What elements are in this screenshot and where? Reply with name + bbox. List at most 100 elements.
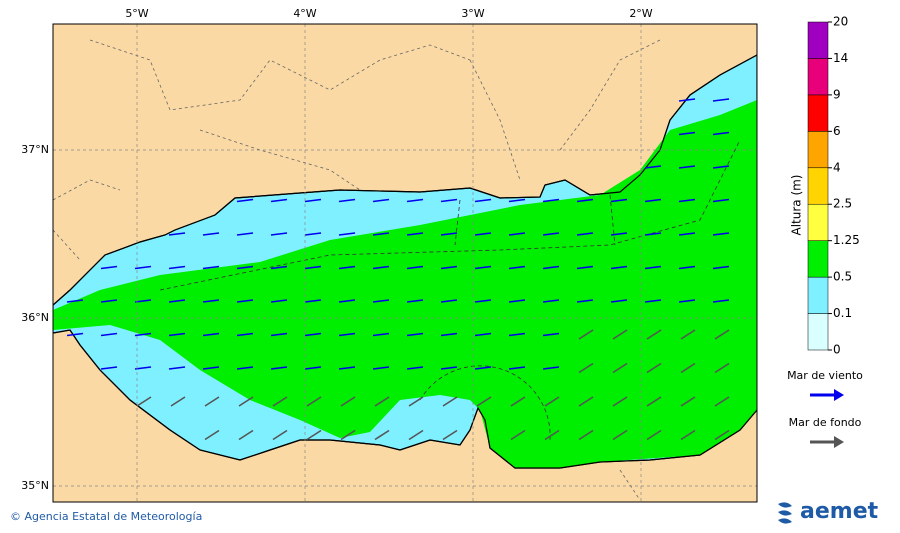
wave-arrow (712, 232, 730, 236)
wave-arrow (576, 232, 594, 236)
wave-arrow (644, 265, 662, 270)
wave-arrow (440, 299, 458, 303)
wave-arrow (678, 198, 696, 203)
wave-arrow (306, 396, 322, 407)
lat-label: 35°N (21, 479, 49, 492)
wave-arrow (406, 198, 424, 203)
lon-label: 3°W (461, 7, 484, 20)
wave-arrow (236, 299, 254, 303)
wave-arrow (372, 366, 390, 370)
map-frame (52, 23, 758, 503)
wave-arrow (508, 332, 526, 337)
wave-arrow (66, 299, 84, 303)
wave-arrow (542, 232, 560, 236)
wave-arrow (338, 232, 356, 236)
colorbar-band (807, 240, 829, 278)
colorbar-band (807, 167, 829, 205)
wave-arrow (644, 299, 662, 303)
colorbar-tick-label: 9 (833, 87, 841, 101)
wave-arrow (678, 165, 696, 169)
wave-arrow (510, 396, 526, 407)
wave-arrow (612, 429, 628, 441)
wave-arrow (202, 265, 220, 270)
wave-arrow (374, 429, 390, 441)
wave-arrow (304, 265, 322, 270)
wave-arrow (646, 429, 662, 441)
legend-label: Mar de viento (787, 369, 863, 382)
wave-arrow (508, 299, 526, 303)
wave-arrow (508, 366, 526, 370)
colorbar-band (807, 276, 829, 314)
map (53, 24, 757, 502)
wave-arrow (270, 366, 288, 370)
wave-arrow (168, 265, 186, 270)
wave-arrow (714, 429, 730, 441)
wave-arrow (508, 265, 526, 270)
wave-arrow (168, 366, 186, 370)
wave-arrow (372, 299, 390, 303)
wave-arrow (542, 299, 560, 303)
wave-arrow (100, 299, 118, 303)
wave-arrow (612, 362, 628, 374)
wave-arrow (678, 299, 696, 303)
colorbar-tick-label: 0.5 (833, 270, 852, 284)
axis-labels: 5°W 4°W 3°W 2°W 37°N 36°N 35°N (21, 7, 653, 492)
wave-arrow (204, 429, 220, 441)
wave-arrow (474, 232, 492, 236)
wave-arrow (236, 332, 254, 337)
wave-arrow (712, 131, 730, 136)
logo-icon (778, 502, 792, 524)
footer: © Agencia Estatal de Meteorología (10, 510, 202, 523)
wave-arrow (238, 429, 254, 441)
wave-arrow (270, 299, 288, 303)
wave-arrow (406, 332, 424, 337)
colorbar-band (807, 94, 829, 132)
wave-arrow (372, 332, 390, 337)
colorbar-band (807, 131, 829, 169)
wave-arrow (610, 198, 628, 203)
wave-arrow (644, 198, 662, 203)
wave-arrow (474, 332, 492, 337)
wave-arrow (542, 332, 560, 337)
wave-arrow (576, 198, 594, 203)
lat-label: 37°N (21, 143, 49, 156)
colorbar-band (807, 313, 829, 351)
wave-arrow (712, 265, 730, 270)
colorbar-tick-label: 20 (833, 15, 848, 29)
wave-arrow (576, 265, 594, 270)
arrows (66, 98, 730, 441)
colorbar-tick-label: 4 (833, 160, 841, 174)
wave-arrow (678, 131, 696, 136)
wave-arrow (712, 299, 730, 303)
wave-arrow (406, 299, 424, 303)
wave-arrow (508, 198, 526, 203)
wave-arrow (440, 232, 458, 236)
lon-label: 2°W (629, 7, 652, 20)
wave-arrow (374, 396, 390, 407)
wave-arrow (678, 98, 696, 102)
wave-arrow (304, 366, 322, 370)
wave-arrow (610, 299, 628, 303)
wave-arrow (646, 396, 662, 407)
legend-arrowhead (834, 436, 844, 448)
wave-arrow (236, 198, 254, 203)
wave-arrow (542, 366, 560, 370)
wave-arrow (576, 299, 594, 303)
wave-arrow (644, 165, 662, 169)
wave-arrow (610, 232, 628, 236)
colorbar-tick-label: 1.25 (833, 233, 860, 247)
wave-arrow (100, 332, 118, 337)
wave-arrow (304, 198, 322, 203)
wave-arrow (270, 332, 288, 337)
colorbar-band (807, 21, 829, 59)
wave-arrow (644, 232, 662, 236)
wave-arrow (442, 396, 458, 407)
colorbar-tick-label: 6 (833, 124, 841, 138)
wave-arrow (340, 396, 356, 407)
wave-arrow (712, 98, 730, 102)
wave-arrow (372, 198, 390, 203)
wave-arrow (170, 396, 186, 407)
wave-arrow (578, 429, 594, 441)
wave-arrow (204, 396, 220, 407)
wave-arrow (270, 198, 288, 203)
